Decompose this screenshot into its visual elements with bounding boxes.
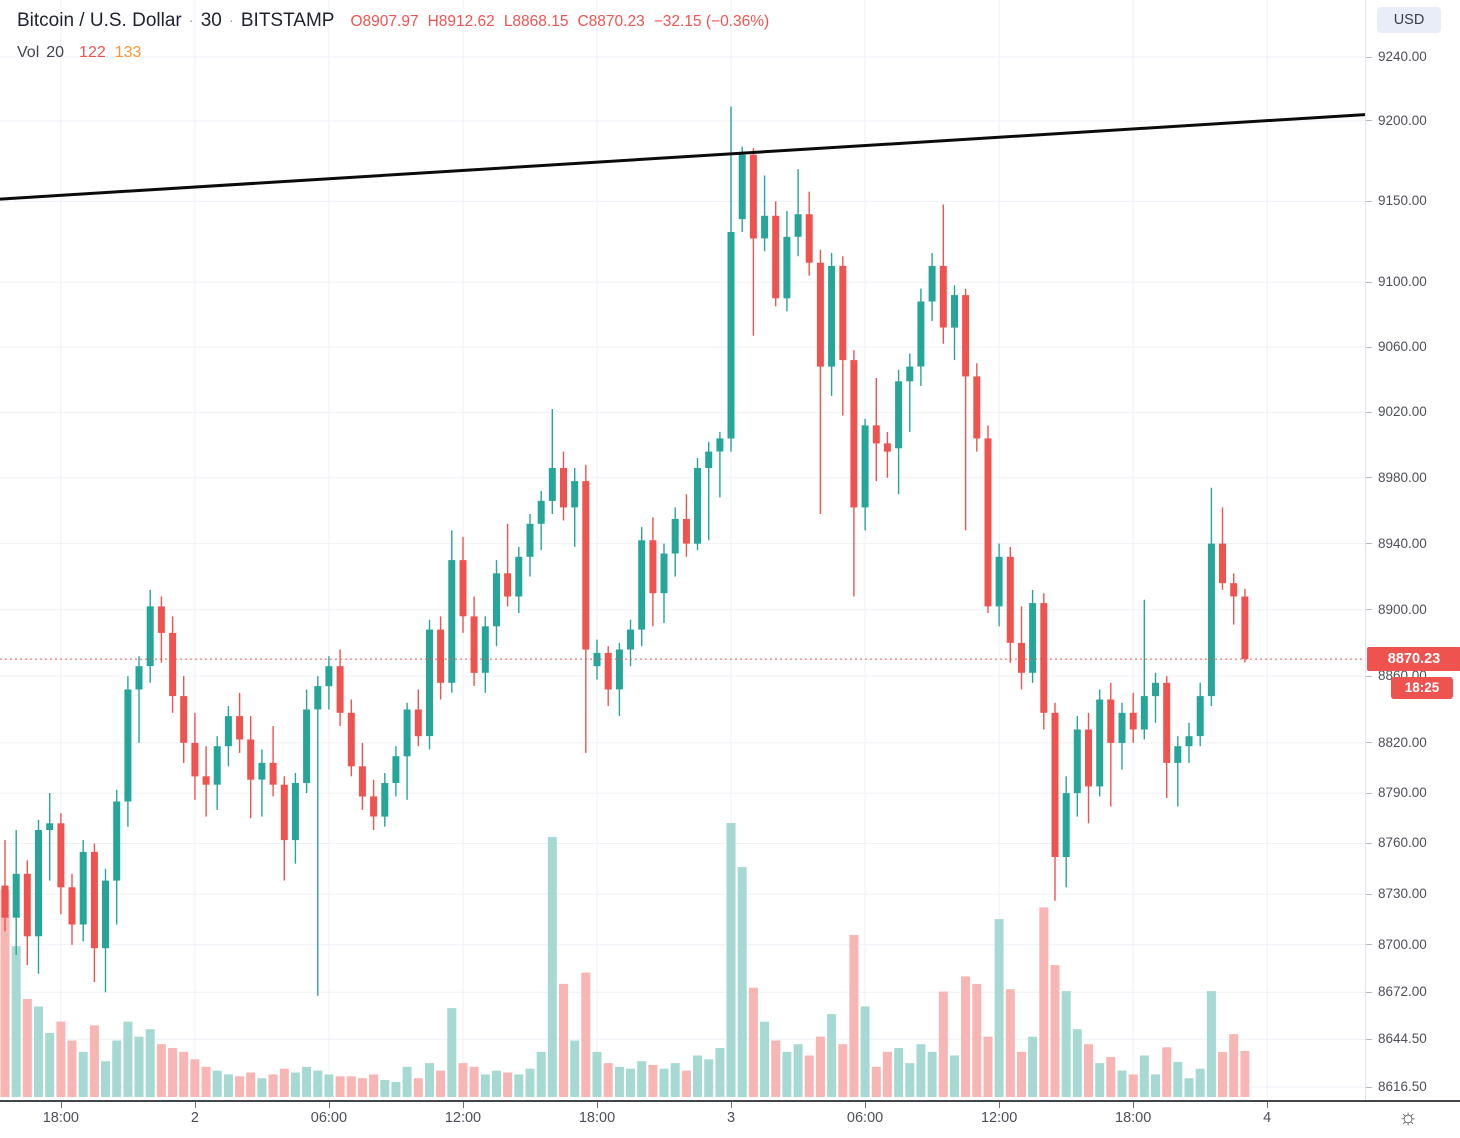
change-value: −32.15 (−0.36%) xyxy=(653,13,770,30)
price-axis-label: 8730.00 xyxy=(1378,886,1427,902)
time-axis-tick xyxy=(865,1102,867,1108)
time-axis-tick xyxy=(1133,1102,1135,1108)
volume-value: 122 xyxy=(79,44,106,61)
price-axis-label: 8820.00 xyxy=(1378,734,1427,750)
separator-dot: · xyxy=(228,12,234,29)
price-axis-tick xyxy=(1366,346,1372,348)
low-value: L8868.15 xyxy=(503,13,569,30)
price-axis-tick xyxy=(1366,120,1372,122)
time-axis-label: 06:00 xyxy=(310,1110,348,1126)
time-axis[interactable]: ☼ 18:00 2 06:00 12:00 18:00 3 06:00 12:00 18:00 4 xyxy=(0,1100,1460,1138)
price-axis-label: 8790.00 xyxy=(1378,785,1427,801)
price-axis-tick xyxy=(1366,543,1372,545)
volume-layer xyxy=(0,823,1250,1097)
time-axis-label: 12:00 xyxy=(980,1110,1018,1126)
price-axis-label: 9240.00 xyxy=(1378,49,1427,64)
time-axis-tick xyxy=(999,1102,1001,1108)
time-axis-label: 18:00 xyxy=(578,1110,616,1126)
price-axis-tick xyxy=(1366,991,1372,993)
time-axis-label: 12:00 xyxy=(444,1110,482,1126)
price-axis-label: 8672.00 xyxy=(1378,984,1427,1000)
price-axis-label: 8940.00 xyxy=(1378,535,1427,551)
interval-label: 30 xyxy=(200,10,222,31)
chart-canvas[interactable] xyxy=(0,0,1365,1100)
separator-dot: · xyxy=(188,12,194,29)
price-axis-tick xyxy=(1366,56,1372,58)
volume-period: 20 xyxy=(46,44,65,61)
timezone-settings-icon[interactable]: ☼ xyxy=(1398,1104,1419,1129)
price-axis-label: 8980.00 xyxy=(1378,469,1427,485)
price-axis-tick xyxy=(1366,893,1372,895)
grid-layer xyxy=(0,0,1365,1100)
time-axis-label: 18:00 xyxy=(1115,1110,1152,1126)
volume-label: Vol xyxy=(17,44,40,61)
price-axis-tick xyxy=(1366,842,1372,844)
time-axis-label: 2 xyxy=(190,1110,199,1126)
price-axis-label: 9020.00 xyxy=(1378,404,1427,420)
price-axis-tick xyxy=(1366,792,1372,794)
symbol-header[interactable]: Bitcoin / U.S. Dollar · 30 · BITSTAMP O8907.9… xyxy=(17,10,778,32)
time-axis-label: 18:00 xyxy=(42,1110,79,1126)
time-axis-label: 06:00 xyxy=(846,1110,884,1126)
price-axis-label: 9200.00 xyxy=(1378,112,1427,128)
price-axis-tick xyxy=(1366,411,1372,413)
close-value: C8870.23 xyxy=(577,13,645,30)
volume-indicator-row[interactable]: Vol 20 122 133 xyxy=(17,44,141,62)
time-axis-tick xyxy=(731,1102,733,1108)
price-axis-tick xyxy=(1366,200,1372,202)
candles-layer xyxy=(1,106,1249,996)
price-axis-label: 9150.00 xyxy=(1378,193,1427,209)
price-axis-tick xyxy=(1366,944,1372,946)
price-axis-tick xyxy=(1366,742,1372,744)
time-axis-tick xyxy=(462,1102,464,1108)
open-value: O8907.97 xyxy=(350,13,419,30)
high-value: H8912.62 xyxy=(427,13,495,30)
price-axis-tick xyxy=(1366,281,1372,283)
price-axis-label: 8644.50 xyxy=(1378,1031,1427,1047)
currency-badge[interactable]: USD xyxy=(1377,7,1441,33)
price-axis-tick xyxy=(1366,609,1372,611)
exchange-label: BITSTAMP xyxy=(240,10,335,31)
time-axis-tick xyxy=(328,1102,330,1108)
chart-pane[interactable] xyxy=(0,0,1365,1100)
time-axis-tick xyxy=(597,1102,598,1108)
price-axis-label: 8700.00 xyxy=(1378,936,1427,952)
price-axis-label: 8616.50 xyxy=(1378,1079,1427,1094)
price-axis-label: 9060.00 xyxy=(1378,339,1427,355)
last-price-badge: 8870.23 xyxy=(1367,647,1460,672)
price-axis-tick xyxy=(1366,675,1372,677)
price-axis-tick xyxy=(1366,1086,1372,1088)
price-axis[interactable]: USD 8870.23 18:25 9240.00 9200.00 9150.00 9… xyxy=(1365,0,1460,1100)
price-axis-tick xyxy=(1366,477,1372,479)
price-axis-label: 8900.00 xyxy=(1378,601,1427,617)
symbol-title: Bitcoin / U.S. Dollar xyxy=(17,10,182,31)
bar-countdown-badge: 18:25 xyxy=(1391,677,1453,700)
price-axis-label: 9100.00 xyxy=(1378,274,1427,290)
time-axis-label: 3 xyxy=(727,1110,736,1126)
time-axis-tick xyxy=(60,1102,62,1108)
ohlc-values: O8907.97 H8912.62 L8868.15 C8870.23 −32.15 (… xyxy=(350,13,778,30)
trendline-drawing[interactable] xyxy=(0,113,1365,201)
price-axis-label: 8760.00 xyxy=(1378,835,1427,851)
time-axis-tick xyxy=(1267,1102,1269,1108)
time-axis-label: 4 xyxy=(1263,1110,1272,1126)
volume-ma-value: 133 xyxy=(114,44,142,61)
price-axis-tick xyxy=(1366,1038,1372,1040)
time-axis-tick xyxy=(194,1102,196,1108)
